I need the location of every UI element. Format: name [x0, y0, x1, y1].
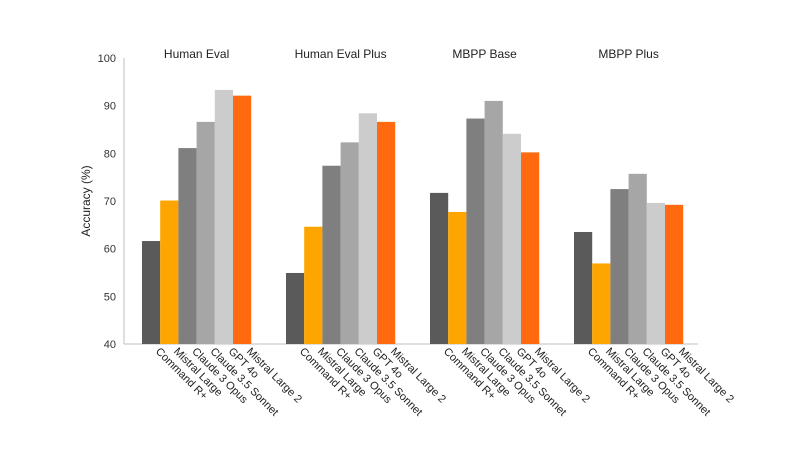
bar-2-5 — [358, 113, 377, 344]
y-tick-label: 90 — [104, 101, 116, 113]
bar-4-5 — [646, 202, 665, 344]
group-title: Human Eval — [164, 47, 229, 61]
bar-3-5 — [502, 133, 521, 344]
bar-1-6 — [233, 95, 252, 344]
y-tick-label: 100 — [98, 53, 116, 65]
bar-1-1 — [142, 241, 161, 344]
y-tick-label: 80 — [104, 148, 116, 160]
bar-3-2 — [448, 211, 467, 344]
bar-2-2 — [304, 226, 323, 344]
bar-4-4 — [628, 173, 647, 344]
bar-2-6 — [377, 121, 396, 344]
bar-4-1 — [574, 231, 593, 344]
bar-4-3 — [610, 189, 629, 344]
bar-2-4 — [340, 142, 359, 344]
bar-4-6 — [665, 204, 684, 344]
group-titles: Human Eval Human Eval Plus MBPP Base MBPP P… — [164, 47, 659, 61]
bar-3-4 — [484, 100, 503, 345]
bar-1-3 — [178, 148, 197, 344]
group-title: Human Eval Plus — [295, 47, 387, 61]
group-title: MBPP Plus — [598, 47, 658, 61]
bar-1-2 — [160, 200, 179, 344]
y-tick-label: 50 — [104, 291, 116, 303]
bar-4-2 — [592, 263, 611, 344]
bar-3-3 — [466, 118, 485, 344]
bar-3-1 — [430, 192, 449, 344]
y-tick-label: 40 — [104, 339, 116, 351]
group-title: MBPP Base — [452, 47, 517, 61]
bar-1-5 — [214, 89, 233, 344]
y-tick-label: 70 — [104, 196, 116, 208]
bar-2-3 — [322, 165, 341, 344]
bars — [142, 89, 684, 345]
bar-2-1 — [286, 272, 305, 344]
bar-3-6 — [521, 152, 540, 344]
y-axis-label: Accuracy (%) — [79, 165, 93, 236]
bar-1-4 — [196, 121, 215, 344]
y-tick-label: 60 — [104, 244, 116, 256]
